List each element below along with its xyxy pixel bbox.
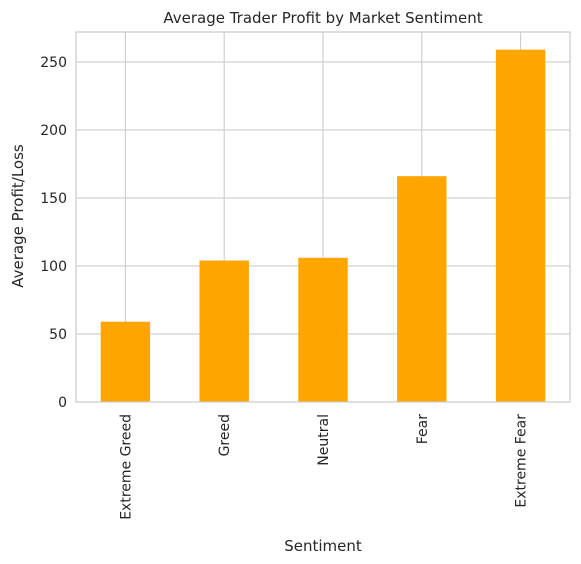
x-tick-label: Extreme Greed bbox=[118, 414, 134, 520]
axes-frame bbox=[75, 31, 571, 403]
bar-greed bbox=[199, 260, 249, 402]
y-tick-label: 50 bbox=[49, 327, 67, 343]
y-tick-label: 150 bbox=[40, 191, 67, 207]
y-tick-label: 100 bbox=[40, 259, 67, 275]
bars bbox=[100, 49, 546, 402]
y-tick-label: 250 bbox=[40, 55, 67, 71]
x-tick-labels: Extreme Greed Greed Neutral Fear Extreme Fea… bbox=[118, 414, 529, 520]
chart-title: Average Trader Profit by Market Sentimen… bbox=[163, 9, 482, 27]
bar-fear bbox=[397, 176, 447, 402]
x-tick-label: Neutral bbox=[316, 414, 332, 466]
y-tick-labels: 0 50 100 150 200 250 bbox=[40, 55, 67, 411]
y-axis-label: Average Profit/Loss bbox=[9, 144, 27, 288]
x-tick-label: Fear bbox=[415, 414, 431, 444]
bar-extreme-fear bbox=[495, 49, 546, 402]
bar-extreme-greed bbox=[100, 321, 151, 402]
x-tick-label: Extreme Fear bbox=[514, 414, 530, 508]
x-axis-label: Sentiment bbox=[284, 537, 362, 555]
x-tick-label: Greed bbox=[217, 414, 233, 456]
bar-neutral bbox=[298, 257, 348, 402]
y-tick-label: 0 bbox=[58, 395, 67, 411]
y-tick-label: 200 bbox=[40, 123, 67, 139]
